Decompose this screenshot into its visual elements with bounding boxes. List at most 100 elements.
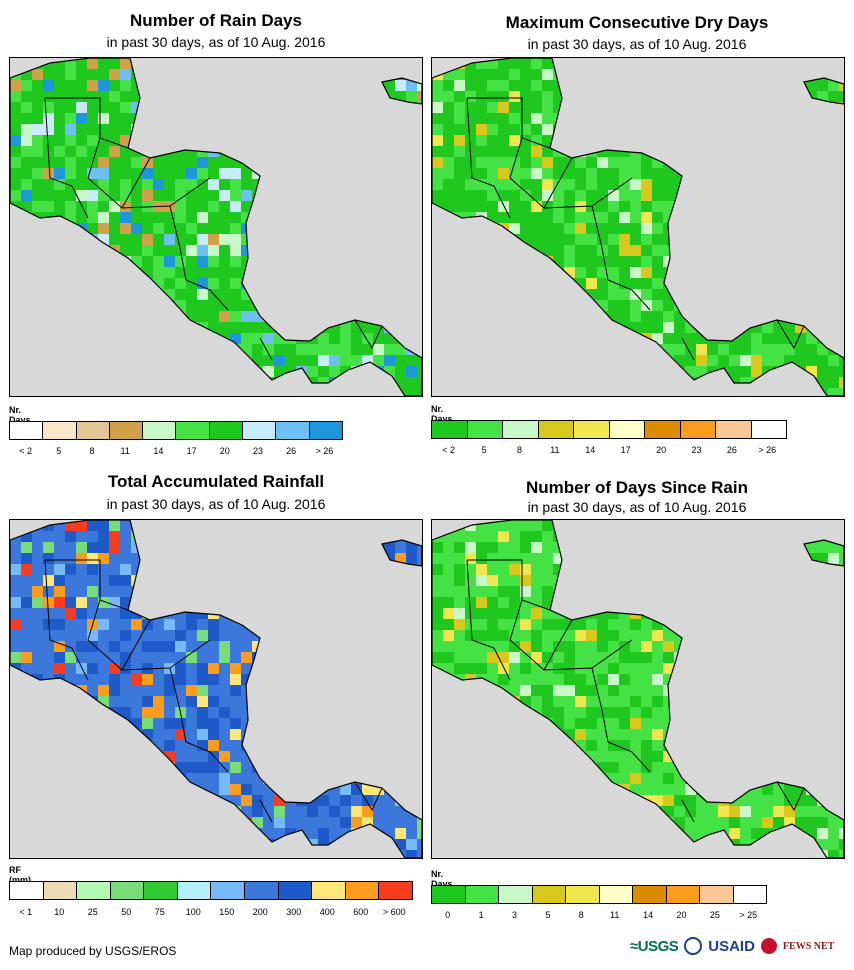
country-border — [259, 799, 273, 823]
legend-tick-label: < 1 — [19, 907, 33, 917]
country-border — [607, 279, 651, 311]
legend-swatch — [77, 882, 111, 899]
country-border — [87, 137, 151, 209]
country-border — [466, 559, 511, 681]
legend-swatch — [43, 882, 78, 899]
legend-colorbar — [9, 881, 413, 900]
legend-swatch — [666, 886, 700, 903]
country-border — [681, 337, 695, 361]
coastline — [432, 58, 844, 396]
map-dry-days — [431, 57, 845, 397]
legend-tick-label: 75 — [154, 907, 165, 917]
map-svg — [432, 520, 844, 858]
legend-tick-label: 5 — [481, 445, 487, 455]
legend-tick-label: 25 — [87, 907, 98, 917]
legend-tick-label: 26 — [286, 446, 297, 456]
map-svg — [432, 58, 844, 396]
map-days-since-rain — [431, 519, 845, 859]
land-pixels — [10, 58, 422, 396]
country-border — [44, 559, 89, 681]
usaid-logo: USAID — [708, 937, 755, 955]
legend-title: Nr. Days — [9, 405, 31, 425]
legend-swatch — [243, 422, 277, 439]
legend-tick-label: 17 — [186, 446, 197, 456]
legend-colorbar — [431, 420, 787, 439]
legend-tick-label: 20 — [656, 445, 667, 455]
legend-swatch — [503, 421, 539, 438]
coastline — [803, 539, 844, 567]
legend-swatch — [379, 882, 412, 899]
map-rain-days — [9, 57, 423, 397]
legend-tick-label: 5 — [545, 910, 551, 920]
land-pixels — [432, 520, 844, 858]
legend-swatch — [144, 882, 178, 899]
legend-colorbar — [9, 421, 343, 440]
legend-colorbar — [431, 885, 767, 904]
usgs-logo: ≈USGS — [630, 937, 679, 955]
legend-tick-label: 11 — [550, 445, 560, 455]
legend-tick-label: 14 — [643, 910, 654, 920]
legend-tick-label: 0 — [445, 910, 451, 920]
legend-tick-label: 20 — [676, 910, 687, 920]
legend-title: Nr. Days — [431, 404, 453, 424]
legend-tick-label: 600 — [353, 907, 369, 917]
legend-tick-label: 25 — [709, 910, 720, 920]
legend-swatch — [309, 422, 342, 439]
legend-tick-label: 1 — [478, 910, 484, 920]
country-border — [259, 337, 273, 361]
legend-tick-label: > 26 — [758, 445, 777, 455]
legend-tick-label: 3 — [511, 910, 518, 920]
panel-subtitle: in past 30 days, as of 10 Aug. 2016 — [106, 496, 326, 512]
legend-swatch — [538, 421, 574, 438]
legend-swatch — [733, 886, 766, 903]
country-border — [45, 559, 129, 611]
legend-labels: < 2 5 8 11 14 17 20 23 26 > 26 — [9, 446, 341, 458]
panel-subtitle: in past 30 days, as of 10 Aug. 2016 — [106, 34, 326, 50]
panel-title: Number of Days Since Rain — [525, 478, 748, 497]
country-border — [185, 279, 229, 311]
legend-swatch — [599, 886, 633, 903]
country-border — [509, 137, 573, 209]
legend-tick-label: 8 — [89, 446, 95, 456]
legend-swatch — [680, 421, 716, 438]
country-border — [185, 741, 229, 773]
country-border — [776, 319, 805, 350]
legend-tick-label: 50 — [121, 907, 132, 917]
map-total-rainfall — [9, 519, 423, 859]
legend-title: RF (mm) — [9, 865, 31, 885]
legend-swatch — [278, 882, 313, 899]
legend-swatch — [209, 422, 244, 439]
legend-tick-label: > 25 — [739, 910, 758, 920]
legend-swatch — [633, 886, 667, 903]
panel-title: Total Accumulated Rainfall — [107, 472, 325, 491]
legend-swatch — [76, 422, 110, 439]
legend-tick-label: 400 — [319, 907, 335, 917]
map-svg — [10, 58, 422, 396]
legend-tick-label: 11 — [610, 910, 620, 920]
panel-subtitle: in past 30 days, as of 10 Aug. 2016 — [527, 36, 747, 52]
legend-tick-label: > 600 — [382, 907, 406, 917]
coastline — [432, 520, 844, 858]
legend-swatch — [312, 882, 346, 899]
legend-swatch — [43, 422, 77, 439]
panel-title: Maximum Consecutive Dry Days — [505, 13, 769, 32]
legend-tick-label: > 26 — [315, 446, 334, 456]
legend-swatch — [176, 422, 210, 439]
country-border — [169, 205, 187, 281]
legend-tick-label: 26 — [726, 445, 737, 455]
country-border — [591, 205, 609, 281]
coastline — [803, 77, 844, 105]
legend-labels: < 2 5 8 11 14 17 20 23 26 > 26 — [431, 445, 785, 457]
coastline — [381, 77, 422, 105]
map-svg — [10, 520, 422, 858]
legend-tick-label: 20 — [219, 446, 230, 456]
country-border — [591, 667, 609, 743]
usaid-seal-icon — [684, 937, 703, 955]
legend-tick-label: 10 — [54, 907, 65, 917]
legend-tick-label: 100 — [185, 907, 201, 917]
legend-tick-label: 5 — [56, 446, 62, 456]
country-border — [467, 559, 551, 611]
fewsnet-globe-icon — [760, 938, 777, 954]
legend-title: Nr. Days — [431, 869, 453, 889]
credit-text: Map produced by USGS/EROS — [9, 944, 177, 958]
